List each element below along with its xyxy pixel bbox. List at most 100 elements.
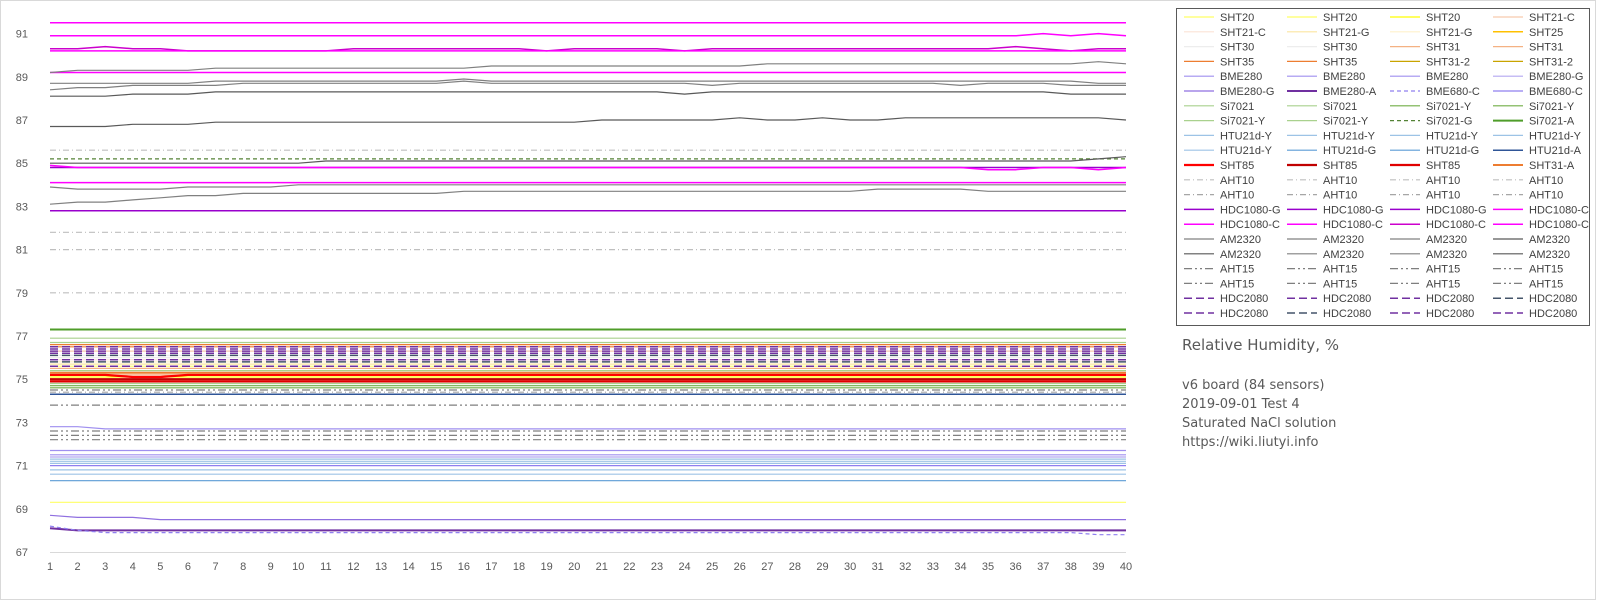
chart-annotations: Relative Humidity, % v6 board (84 sensor… [1182,336,1339,452]
series-line [49,164,1127,171]
legend-label: SHT85 [1323,160,1357,172]
x-tick-label: 3 [102,561,108,573]
legend-label: SHT35 [1323,56,1357,68]
legend-label: SHT31-2 [1529,56,1573,68]
x-tick-label: 35 [982,561,994,573]
legend-label: SHT31-A [1529,160,1575,172]
legend-label: BME280 [1220,71,1262,83]
x-tick-label: 7 [212,561,218,573]
series-line [50,78,1126,84]
x-tick-label: 22 [623,561,635,573]
x-tick-label: 33 [927,561,939,573]
legend-label: AHT10 [1323,175,1357,187]
legend-label: Si7021-Y [1220,116,1266,128]
y-tick-label: 91 [16,29,28,41]
x-tick-label: 25 [706,561,718,573]
y-tick-label: 67 [16,547,28,559]
y-tick-label: 69 [16,504,28,516]
legend-label: SHT85 [1220,160,1254,172]
x-tick-label: 14 [403,561,415,573]
x-tick-label: 12 [347,561,359,573]
y-tick-label: 89 [16,72,28,84]
x-tick-label: 19 [540,561,552,573]
legend-label: Si7021-G [1426,116,1472,128]
legend-label: Si7021-A [1529,116,1575,128]
legend-label: HDC2080 [1323,293,1371,305]
legend-label: SHT21-G [1426,27,1472,39]
legend-label: HDC1080-C [1220,219,1280,231]
legend-label: BME280 [1426,71,1468,83]
subtitle-board: v6 board (84 sensors) [1182,378,1325,393]
series-line [49,61,1127,74]
legend-label: HDC2080 [1529,308,1577,320]
y-tick-label: 77 [16,331,28,343]
legend-label: AM2320 [1426,249,1467,261]
legend-label: HTU21d-G [1323,145,1376,157]
y-tick-label: 73 [16,417,28,429]
x-tick-label: 20 [568,561,580,573]
legend-label: AHT15 [1220,264,1254,276]
x-tick-label: 5 [157,561,163,573]
legend-label: Si7021-Y [1529,101,1575,113]
legend-label: SHT25 [1529,27,1563,39]
x-tick-label: 34 [954,561,966,573]
legend-label: Si7021 [1323,101,1357,113]
legend-label: HDC2080 [1426,308,1474,320]
x-tick-label: 8 [240,561,246,573]
x-tick-label: 30 [844,561,856,573]
legend-label: AHT10 [1426,175,1460,187]
series-line [49,188,1126,205]
subtitle-url: https://wiki.liutyi.info [1182,435,1319,450]
legend-label: HDC1080-G [1323,204,1384,216]
y-axis: 67 69 71 73 75 77 79 81 83 85 87 89 91 [16,29,28,559]
legend-label: SHT20 [1426,12,1460,24]
x-tick-label: 21 [596,561,608,573]
series-line [50,117,1127,128]
legend-label: SHT21-C [1220,27,1266,39]
series-line [50,156,1127,164]
legend-label: AM2320 [1220,249,1261,261]
x-tick-label: 18 [513,561,525,573]
legend-label: HDC1080-C [1323,219,1383,231]
x-tick-label: 26 [734,561,746,573]
x-tick-label: 39 [1092,561,1104,573]
series-line [49,527,1126,532]
legend-label: SHT31 [1529,42,1563,54]
legend-label: AHT15 [1426,278,1460,290]
series-layer [49,22,1127,536]
legend-label: HDC1080-C [1529,219,1589,231]
legend-items: SHT20 SHT20 SHT20 SHT21-C SHT21-C SHT21-G SHT2… [1184,12,1589,320]
x-tick-label: 6 [185,561,191,573]
x-tick-label: 10 [292,561,304,573]
legend-label: AM2320 [1323,249,1364,261]
x-tick-label: 4 [130,561,136,573]
legend-label: SHT35 [1220,56,1254,68]
series-line [49,525,1126,536]
legend-label: AHT15 [1426,264,1460,276]
legend-label: HDC2080 [1220,293,1268,305]
y-tick-label: 83 [16,201,28,213]
legend-label: HDC1080-C [1529,204,1589,216]
y-tick-label: 71 [16,461,28,473]
legend-label: AM2320 [1529,249,1570,261]
legend-label: BME280-G [1529,71,1583,83]
legend-label: BME680-C [1529,86,1583,98]
x-tick-label: 9 [268,561,274,573]
x-tick-label: 37 [1037,561,1049,573]
legend-label: HTU21d-Y [1529,130,1582,142]
x-tick-label: 16 [458,561,470,573]
legend-label: BME280-A [1323,86,1377,98]
legend-label: SHT20 [1220,12,1254,24]
y-tick-label: 81 [16,245,28,257]
y-tick-label: 87 [16,115,28,127]
legend-label: SHT31-2 [1426,56,1470,68]
subtitle-test: 2019-09-01 Test 4 [1182,397,1300,412]
legend-label: AM2320 [1323,234,1364,246]
series-line [50,373,1126,379]
legend-label: AHT10 [1529,190,1563,202]
x-tick-label: 13 [375,561,387,573]
x-tick-label: 29 [816,561,828,573]
x-tick-label: 23 [651,561,663,573]
